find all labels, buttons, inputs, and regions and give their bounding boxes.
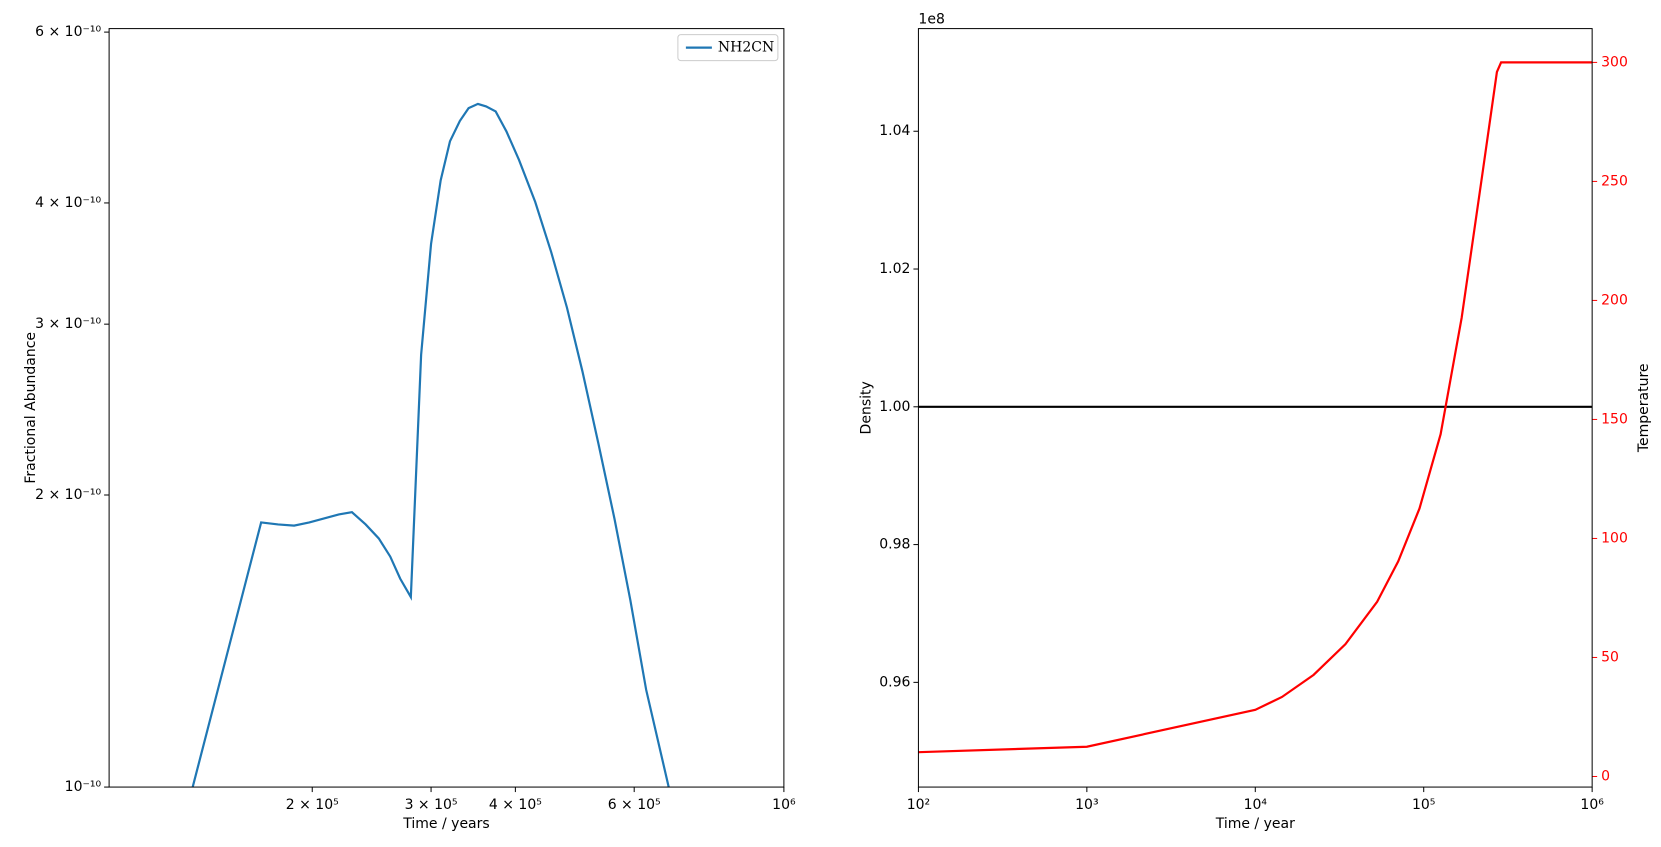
y-tick-label: 4 × 10⁻¹⁰	[35, 195, 101, 211]
series-line	[918, 61, 1593, 754]
x-tick-label: 10⁶	[1580, 797, 1604, 813]
x-tick-label: 10³	[1075, 797, 1098, 813]
y-axis-label: Fractional Abundance	[23, 332, 39, 484]
y-offset-label: 1e8	[918, 12, 944, 28]
x-axis-label: Time / year	[1215, 816, 1295, 832]
x-tick-label: 10⁴	[1244, 797, 1268, 813]
y-tick-label: 3 × 10⁻¹⁰	[35, 316, 101, 332]
y2-tick-label: 250	[1601, 173, 1628, 189]
legend-label: NH2CN	[718, 40, 774, 56]
y-tick-label: 1.00	[879, 399, 910, 415]
y-tick-label: 0.96	[879, 674, 910, 690]
y2-tick-label: 100	[1601, 530, 1628, 546]
y-tick-label: 6 × 10⁻¹⁰	[35, 24, 101, 40]
y-tick-label: 2 × 10⁻¹⁰	[35, 487, 101, 503]
y2-tick-label: 0	[1601, 768, 1610, 784]
y2-axis-label: Temperature	[1636, 363, 1652, 453]
x-tick-label: 4 × 10⁵	[489, 797, 542, 813]
y2-tick-label: 300	[1601, 54, 1628, 70]
x-tick-label: 10²	[907, 797, 930, 813]
axes-frame	[108, 28, 785, 788]
legend-box	[677, 34, 779, 62]
y-tick-label: 0.98	[879, 537, 910, 553]
x-tick-label: 6 × 10⁵	[608, 797, 661, 813]
y-axis-label: Density	[858, 381, 874, 434]
axes-frame	[917, 28, 1593, 788]
y-tick-label: 1.04	[879, 123, 910, 139]
series-line	[191, 102, 670, 788]
x-axis-label: Time / years	[402, 816, 489, 832]
y2-tick-label: 50	[1601, 649, 1619, 665]
x-tick-label: 10⁶	[772, 797, 796, 813]
y-tick-label: 1.02	[879, 261, 910, 277]
x-tick-label: 10⁵	[1412, 797, 1435, 813]
y2-tick-label: 150	[1601, 411, 1628, 427]
x-tick-label: 2 × 10⁵	[286, 797, 339, 813]
y-tick-label: 10⁻¹⁰	[65, 779, 102, 795]
x-tick-label: 3 × 10⁵	[405, 797, 458, 813]
y2-tick-label: 200	[1601, 292, 1628, 308]
